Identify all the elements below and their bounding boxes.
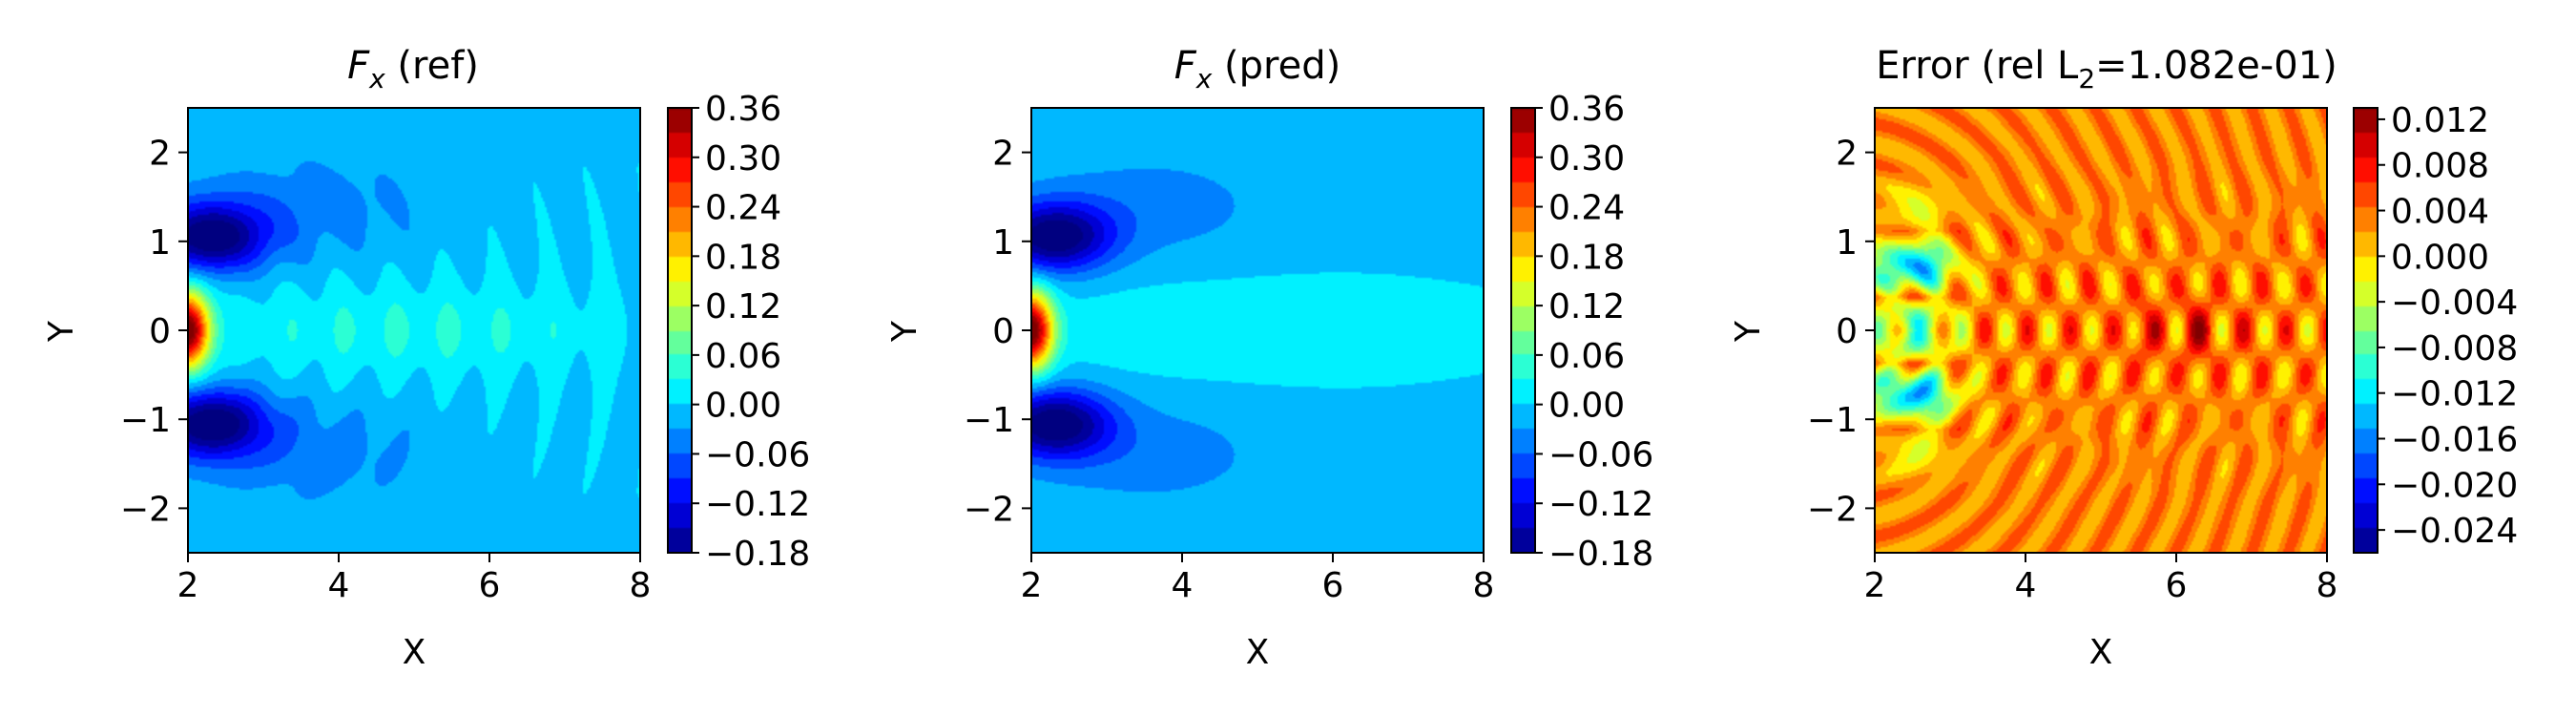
x-tick-label: 4 — [1172, 566, 1194, 605]
y-tick-label: 1 — [1836, 223, 1858, 263]
panel-ref: Fx (ref) 2 4 6 8 2 1 0 −1 −2 X Y 0.36 0.30 0.24 0.… — [42, 44, 810, 672]
colorbar-tick-label: −0.024 — [2391, 512, 2518, 551]
colorbar-tick-label: 0.36 — [705, 90, 781, 129]
y-tick-label: 0 — [992, 312, 1014, 351]
colorbar-tick-label: −0.06 — [705, 435, 810, 474]
heatmap-image — [188, 108, 640, 553]
colorbar-tick-label: 0.18 — [1548, 238, 1625, 277]
x-tick-label: 6 — [1322, 566, 1344, 605]
colorbar-frame — [1510, 107, 1536, 554]
y-tick-label: −1 — [1807, 401, 1858, 440]
colorbar-frame — [667, 107, 693, 554]
x-axis-label: X — [1246, 633, 1270, 672]
y-tick-label: 2 — [149, 135, 171, 174]
heatmap-image — [1875, 108, 2327, 553]
heatmap-image — [1031, 108, 1484, 553]
y-tick-label: −2 — [1807, 490, 1858, 529]
x-tick-label: 4 — [2015, 566, 2037, 605]
colorbar-tick-label: −0.18 — [705, 535, 810, 574]
y-tick-label: −1 — [964, 401, 1014, 440]
panel-pred: Fx (pred) 2 4 6 8 2 1 0 −1 −2 X Y 0.36 0.30 0.24 0… — [885, 44, 1653, 672]
y-axis-label: Y — [42, 320, 81, 343]
y-tick-label: 1 — [992, 223, 1014, 263]
x-tick-label: 4 — [328, 566, 350, 605]
y-axis-label: Y — [1729, 320, 1768, 343]
colorbar-tick-label: −0.008 — [2391, 329, 2518, 369]
x-tick-label: 2 — [1021, 566, 1043, 605]
y-tick-label: −1 — [120, 401, 171, 440]
x-tick-label: 8 — [1473, 566, 1495, 605]
colorbar-frame — [2353, 107, 2379, 554]
x-axis-label: X — [2089, 633, 2113, 672]
colorbar-tick-label: 0.008 — [2391, 147, 2489, 186]
colorbar-tick-label: 0.30 — [705, 139, 781, 179]
panel-title: Error (rel L2=1.082e-01) — [1876, 44, 2337, 95]
colorbar-tick-label: −0.012 — [2391, 375, 2518, 414]
x-tick-label: 2 — [177, 566, 199, 605]
y-tick-label: −2 — [964, 490, 1014, 529]
y-tick-label: 2 — [1836, 135, 1858, 174]
x-tick-label: 8 — [2316, 566, 2338, 605]
colorbar-tick-label: 0.00 — [1548, 387, 1625, 426]
colorbar — [1511, 108, 1535, 553]
x-tick-label: 2 — [1864, 566, 1886, 605]
colorbar-tick-label: 0.18 — [705, 238, 781, 277]
y-tick-label: 1 — [149, 223, 171, 263]
colorbar-tick-label: 0.12 — [1548, 287, 1625, 326]
colorbar-tick-label: 0.000 — [2391, 238, 2489, 277]
panel-title: Fx (ref) — [347, 44, 479, 95]
colorbar-tick-label: −0.06 — [1548, 435, 1653, 474]
colorbar-tick-label: 0.06 — [705, 337, 781, 376]
x-tick-label: 6 — [479, 566, 501, 605]
colorbar-tick-label: 0.012 — [2391, 101, 2489, 140]
colorbar-tick-label: −0.12 — [1548, 485, 1653, 524]
colorbar-tick-label: 0.00 — [705, 387, 781, 426]
y-tick-label: 0 — [149, 312, 171, 351]
colorbar-tick-label: 0.06 — [1548, 337, 1625, 376]
x-axis-label: X — [403, 633, 426, 672]
colorbar — [668, 108, 692, 553]
colorbar-tick-label: −0.004 — [2391, 284, 2518, 323]
colorbar-tick-label: −0.016 — [2391, 421, 2518, 460]
colorbar-tick-label: 0.004 — [2391, 193, 2489, 232]
x-tick-label: 6 — [2166, 566, 2188, 605]
colorbar-tick-label: 0.30 — [1548, 139, 1625, 179]
colorbar — [2354, 108, 2378, 553]
colorbar-tick-label: 0.24 — [1548, 189, 1625, 228]
y-tick-label: −2 — [120, 490, 171, 529]
y-tick-label: 2 — [992, 135, 1014, 174]
y-axis-label: Y — [885, 320, 924, 343]
panel-title: Fx (pred) — [1174, 44, 1340, 95]
colorbar-tick-label: −0.18 — [1548, 535, 1653, 574]
colorbar-tick-label: −0.12 — [705, 485, 810, 524]
colorbar-tick-label: 0.36 — [1548, 90, 1625, 129]
colorbar-tick-label: 0.24 — [705, 189, 781, 228]
colorbar-tick-label: −0.020 — [2391, 466, 2518, 505]
x-tick-label: 8 — [630, 566, 652, 605]
colorbar-tick-label: 0.12 — [705, 287, 781, 326]
y-tick-label: 0 — [1836, 312, 1858, 351]
